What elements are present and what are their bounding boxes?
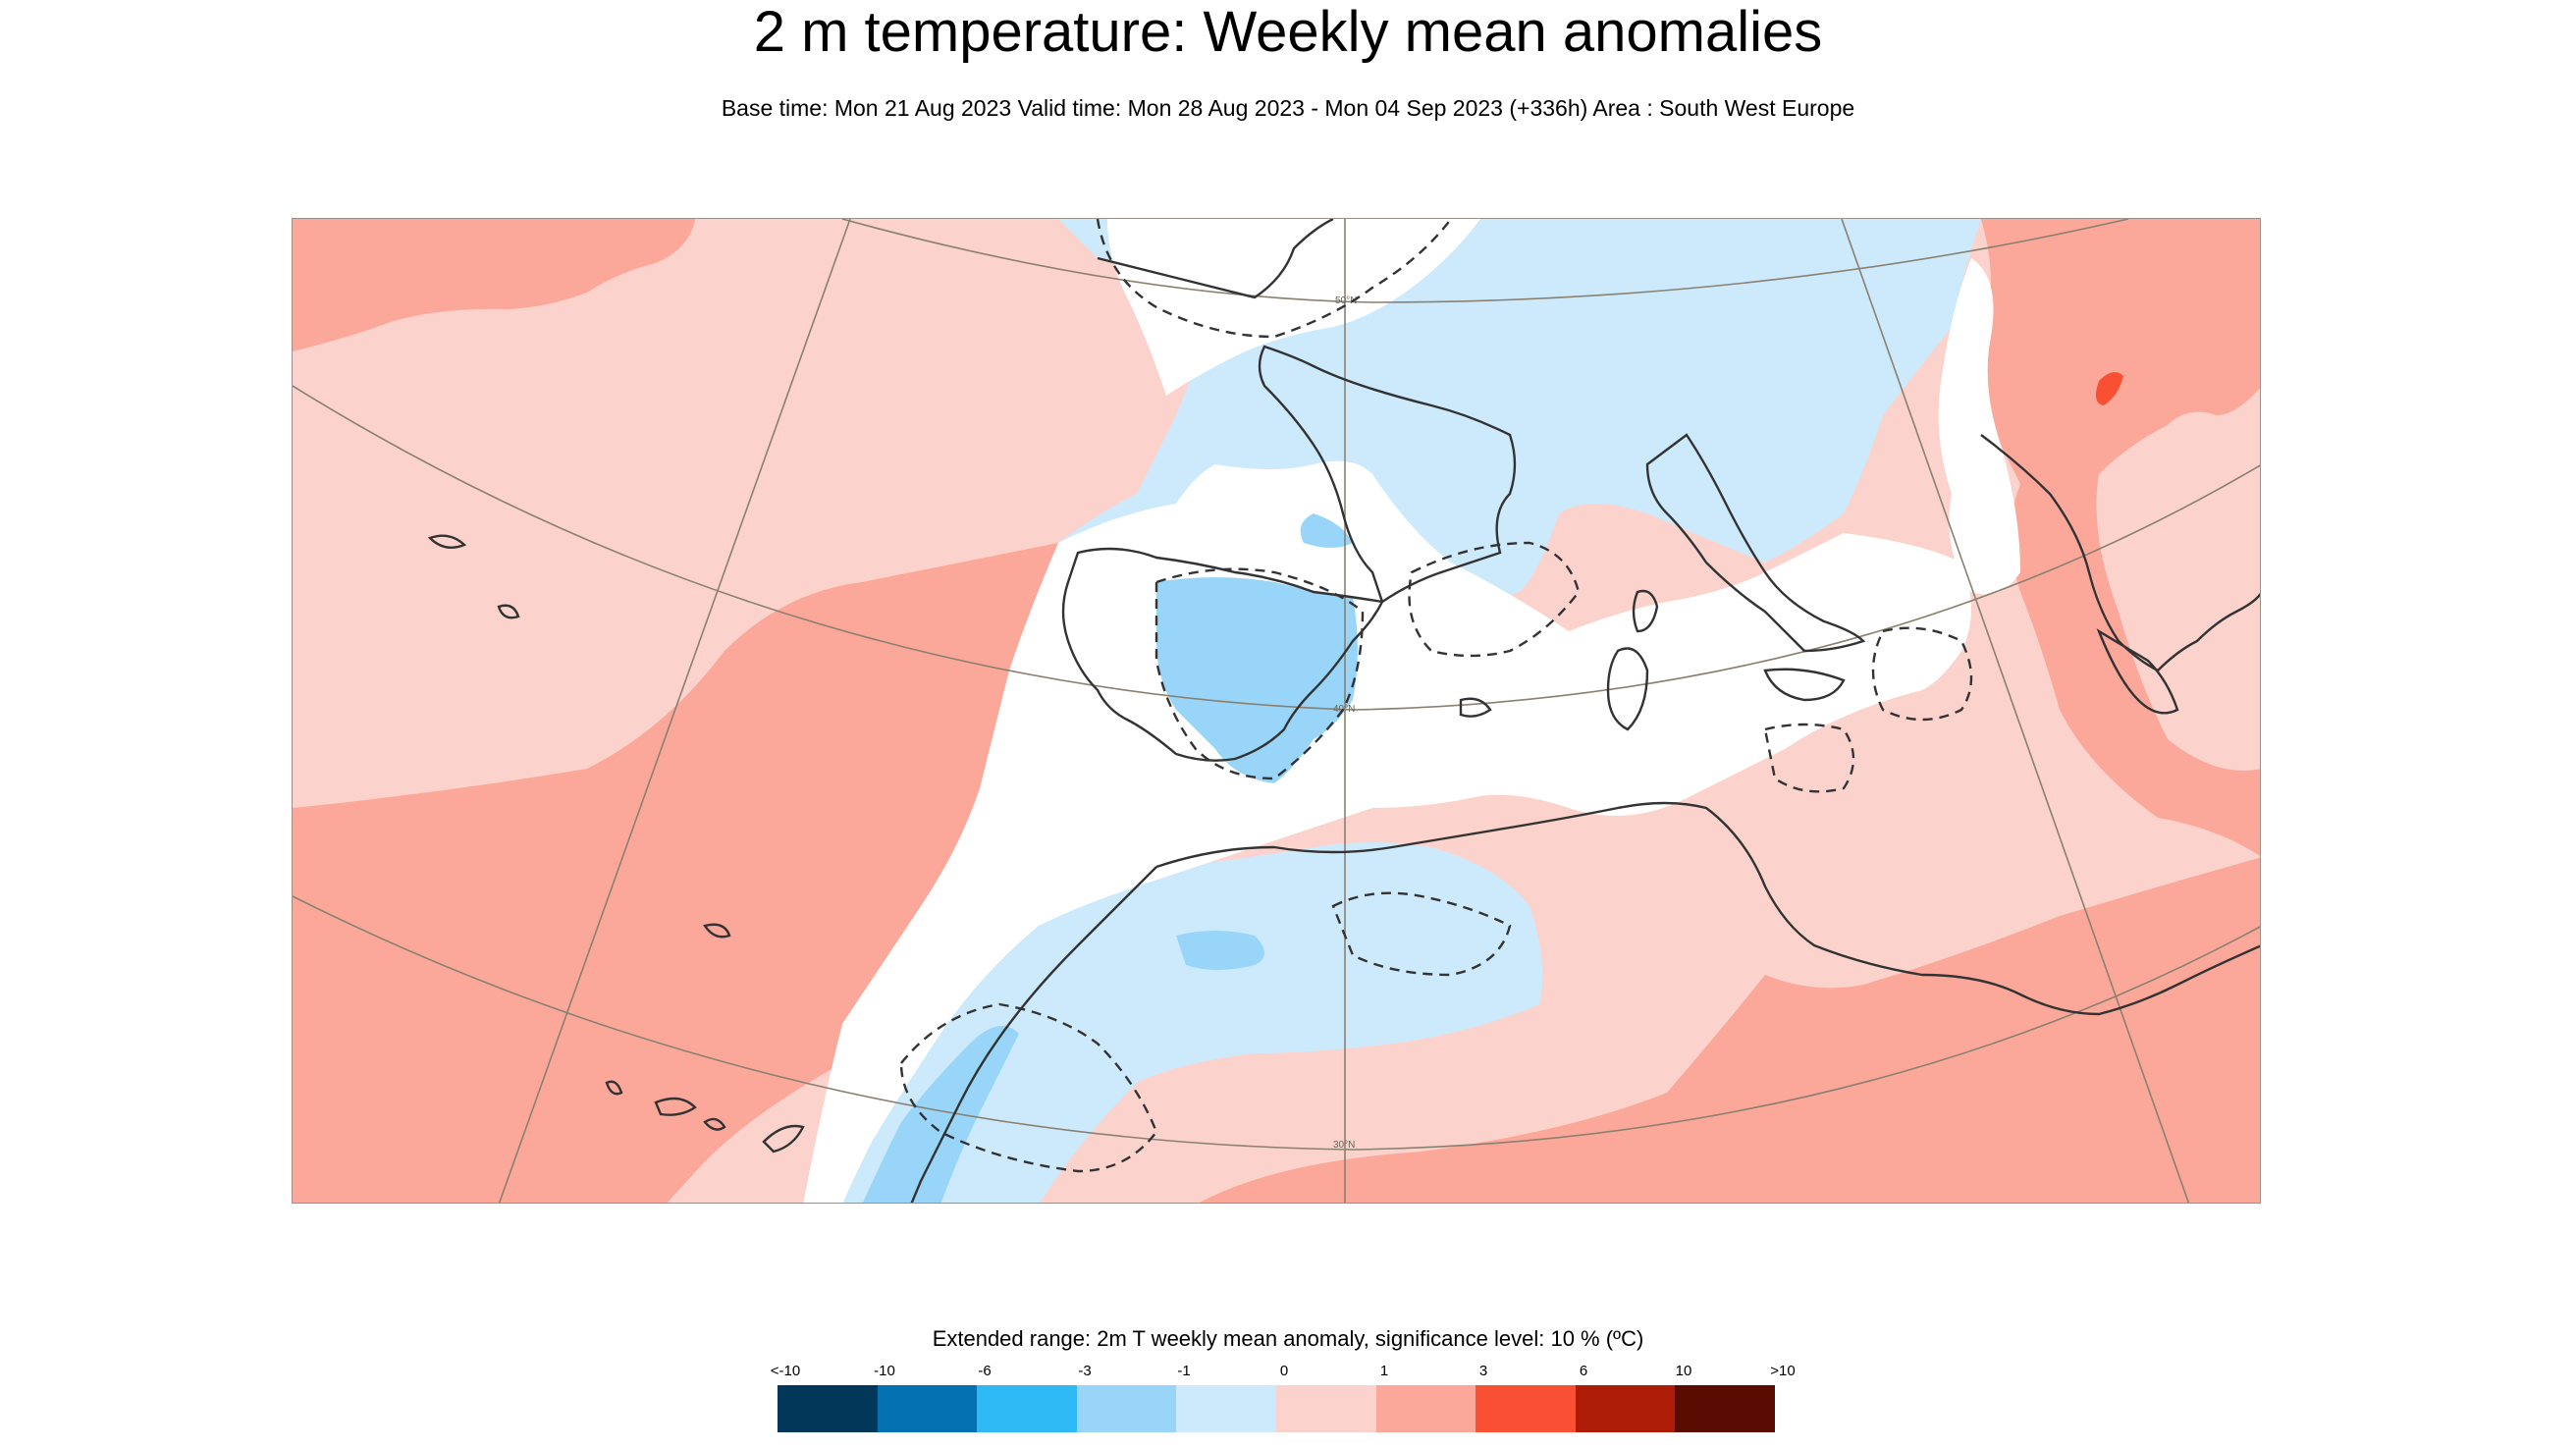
- legend-tick: -10: [874, 1363, 895, 1379]
- legend-tick: -6: [978, 1363, 992, 1379]
- legend-tick: 3: [1478, 1363, 1488, 1379]
- legend-swatch: [877, 1385, 978, 1432]
- legend-title: Extended range: 2m T weekly mean anomaly…: [932, 1326, 1644, 1351]
- significance-contours: [899, 219, 1973, 1173]
- lat-label-50n: 50°N: [1335, 295, 1357, 306]
- legend-tick: >10: [1770, 1363, 1796, 1379]
- legend-colorbar: [778, 1385, 1775, 1432]
- legend-swatch: [977, 1385, 1077, 1432]
- coastlines: [427, 219, 2260, 1203]
- legend-swatch: [1076, 1385, 1177, 1432]
- anomaly-neutral-region: [1107, 219, 1480, 396]
- anomaly-neutral-region: [803, 460, 1971, 1203]
- legend-tick: -3: [1078, 1363, 1092, 1379]
- anomaly-1-to-3-region: [1971, 219, 2260, 856]
- legend-ticks: <-10 -10 -6 -3 -1 0 1 3 6 10 >10: [771, 1363, 1796, 1382]
- lat-label-30n: 30°N: [1333, 1140, 1355, 1151]
- anomaly-neg1-to-0-region: [1039, 219, 1981, 756]
- chart-subtitle: Base time: Mon 21 Aug 2023 Valid time: M…: [721, 95, 1855, 121]
- anomaly-neg3-to-neg1-region: [1156, 577, 1358, 783]
- legend-swatch: [778, 1385, 878, 1432]
- anomaly-neg3-to-neg1-region: [862, 1026, 1019, 1203]
- legend-swatch: [1375, 1385, 1476, 1432]
- legend-tick: 1: [1379, 1363, 1389, 1379]
- chart-title: 2 m temperature: Weekly mean anomalies: [753, 0, 1823, 64]
- anomaly-neg1-to-0-region: [823, 842, 1543, 1203]
- legend-swatch: [1575, 1385, 1676, 1432]
- graticule: [293, 219, 2260, 1203]
- legend-tick: <-10: [770, 1363, 801, 1379]
- anomaly-1-to-3-region: [1199, 857, 2260, 1203]
- legend-tick: -1: [1177, 1363, 1191, 1379]
- legend-swatch: [1476, 1385, 1576, 1432]
- legend-swatch: [1176, 1385, 1276, 1432]
- anomaly-neg3-to-neg1-region: [1176, 931, 1264, 970]
- legend-tick: 10: [1675, 1363, 1692, 1379]
- anomaly-3-to-6-region: [2095, 372, 2123, 405]
- legend-tick: 6: [1579, 1363, 1588, 1379]
- legend-swatch: [1675, 1385, 1775, 1432]
- legend-swatch: [1275, 1385, 1376, 1432]
- anomaly-map: 50°N 40°N 30°N: [292, 218, 2261, 1204]
- anomaly-1-to-3-region: [293, 219, 695, 351]
- anomaly-neg3-to-neg1-region: [1300, 513, 1353, 548]
- map-canvas: 50°N 40°N 30°N: [293, 219, 2260, 1203]
- legend-tick: 0: [1279, 1363, 1289, 1379]
- anomaly-neutral-region: [1938, 258, 2020, 595]
- lat-label-40n: 40°N: [1333, 704, 1355, 715]
